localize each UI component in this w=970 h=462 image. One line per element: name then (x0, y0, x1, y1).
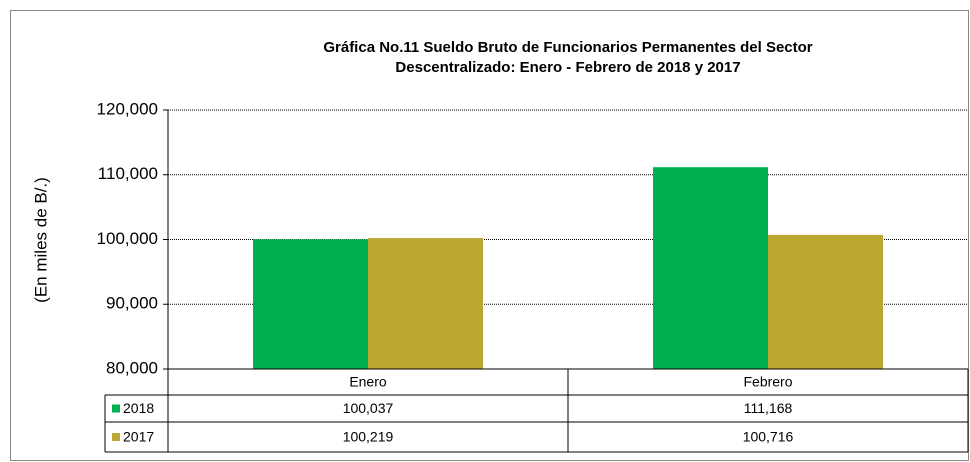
x-tick-label: Enero (349, 374, 387, 390)
x-tick-label: Febrero (743, 374, 792, 390)
chart-title: Descentralizado: Enero - Febrero de 2018… (395, 59, 740, 76)
legend-label: 2017 (123, 429, 154, 445)
data-label: 100,037 (343, 400, 394, 416)
y-tick-label: 80,000 (106, 358, 158, 377)
legend-swatch (112, 404, 120, 413)
data-label: 111,168 (744, 400, 793, 416)
y-axis-label: (En miles de B/.) (31, 177, 50, 303)
y-tick-label: 90,000 (106, 294, 158, 313)
bar (768, 234, 883, 369)
legend-label: 2018 (123, 400, 154, 416)
bar (653, 167, 768, 369)
chart-title: Gráfica No.11 Sueldo Bruto de Funcionari… (323, 39, 812, 56)
y-tick-label: 120,000 (97, 99, 158, 118)
y-tick-label: 100,000 (97, 229, 158, 248)
bar (368, 238, 483, 369)
data-label: 100,219 (343, 429, 394, 445)
y-tick-label: 110,000 (98, 164, 158, 183)
bar (253, 239, 368, 369)
data-label: 100,716 (743, 429, 794, 445)
legend-swatch (112, 433, 120, 441)
